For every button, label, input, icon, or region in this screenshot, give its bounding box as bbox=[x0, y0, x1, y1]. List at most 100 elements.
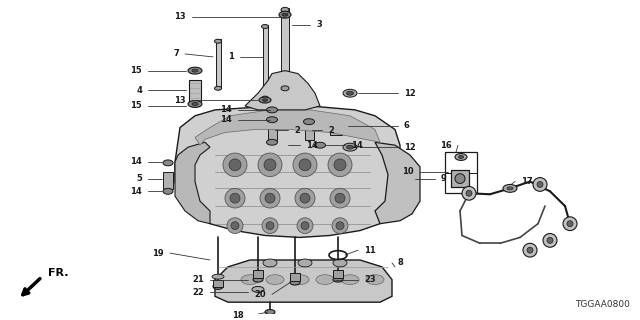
Ellipse shape bbox=[163, 188, 173, 194]
Bar bbox=[290, 273, 300, 281]
Circle shape bbox=[330, 188, 350, 208]
Text: 3: 3 bbox=[316, 20, 322, 29]
Ellipse shape bbox=[333, 259, 347, 267]
Bar bbox=[263, 25, 268, 98]
Circle shape bbox=[332, 218, 348, 234]
Circle shape bbox=[223, 153, 247, 177]
Circle shape bbox=[533, 178, 547, 191]
Ellipse shape bbox=[303, 119, 314, 124]
Ellipse shape bbox=[343, 89, 357, 97]
Circle shape bbox=[258, 153, 282, 177]
Ellipse shape bbox=[252, 286, 264, 292]
Ellipse shape bbox=[262, 25, 269, 28]
Text: 1: 1 bbox=[228, 52, 234, 61]
Text: 18: 18 bbox=[232, 311, 244, 320]
Circle shape bbox=[543, 234, 557, 247]
Polygon shape bbox=[175, 142, 210, 224]
Ellipse shape bbox=[214, 39, 221, 43]
Ellipse shape bbox=[366, 275, 384, 284]
Ellipse shape bbox=[316, 275, 334, 284]
Ellipse shape bbox=[259, 97, 271, 103]
Circle shape bbox=[335, 193, 345, 203]
Text: 12: 12 bbox=[404, 89, 416, 98]
Text: 21: 21 bbox=[192, 275, 204, 284]
Text: 14: 14 bbox=[220, 105, 232, 114]
Ellipse shape bbox=[341, 275, 359, 284]
Circle shape bbox=[527, 247, 533, 253]
Circle shape bbox=[334, 159, 346, 171]
Ellipse shape bbox=[263, 259, 277, 267]
Text: 7: 7 bbox=[173, 50, 179, 59]
Ellipse shape bbox=[262, 99, 268, 101]
Text: 12: 12 bbox=[404, 143, 416, 152]
Bar bbox=[163, 172, 173, 189]
Ellipse shape bbox=[458, 156, 463, 158]
Ellipse shape bbox=[262, 96, 269, 100]
Text: 14: 14 bbox=[220, 115, 232, 124]
Circle shape bbox=[266, 222, 274, 229]
Text: 5: 5 bbox=[136, 174, 142, 183]
Ellipse shape bbox=[241, 275, 259, 284]
Text: 13: 13 bbox=[174, 12, 186, 21]
Circle shape bbox=[537, 181, 543, 188]
Ellipse shape bbox=[266, 275, 284, 284]
Circle shape bbox=[299, 159, 311, 171]
Bar bbox=[213, 280, 223, 287]
Ellipse shape bbox=[213, 284, 223, 289]
Ellipse shape bbox=[507, 187, 513, 190]
Ellipse shape bbox=[503, 184, 517, 192]
Text: 15: 15 bbox=[131, 66, 142, 75]
Bar bbox=[253, 270, 263, 278]
Circle shape bbox=[301, 222, 309, 229]
Ellipse shape bbox=[188, 100, 202, 108]
Text: 14: 14 bbox=[131, 187, 142, 196]
Ellipse shape bbox=[212, 274, 224, 279]
Text: 14: 14 bbox=[351, 141, 363, 150]
Text: 11: 11 bbox=[364, 246, 376, 255]
Ellipse shape bbox=[188, 67, 202, 74]
Circle shape bbox=[264, 159, 276, 171]
Bar bbox=[333, 270, 343, 278]
Text: 22: 22 bbox=[192, 288, 204, 297]
Circle shape bbox=[523, 243, 537, 257]
Text: 20: 20 bbox=[254, 290, 266, 299]
Ellipse shape bbox=[281, 86, 289, 91]
Ellipse shape bbox=[265, 309, 275, 315]
Ellipse shape bbox=[279, 11, 291, 18]
Circle shape bbox=[262, 218, 278, 234]
Bar bbox=[330, 118, 342, 135]
Ellipse shape bbox=[266, 107, 278, 113]
Text: 9: 9 bbox=[441, 174, 447, 183]
Text: 15: 15 bbox=[131, 101, 142, 110]
Text: 6: 6 bbox=[404, 121, 410, 130]
Text: 2: 2 bbox=[294, 126, 300, 135]
Text: TGGAA0800: TGGAA0800 bbox=[575, 300, 630, 309]
Ellipse shape bbox=[163, 160, 173, 166]
Bar bbox=[268, 125, 277, 140]
Circle shape bbox=[230, 193, 240, 203]
Bar bbox=[445, 152, 477, 193]
Text: 23: 23 bbox=[364, 275, 376, 284]
Circle shape bbox=[231, 222, 239, 229]
Ellipse shape bbox=[346, 145, 353, 149]
Circle shape bbox=[229, 159, 241, 171]
Circle shape bbox=[295, 188, 315, 208]
Ellipse shape bbox=[253, 277, 263, 282]
Circle shape bbox=[563, 217, 577, 231]
Bar bbox=[216, 39, 221, 88]
Text: FR.: FR. bbox=[48, 268, 68, 278]
Polygon shape bbox=[245, 71, 320, 110]
Ellipse shape bbox=[282, 13, 288, 16]
Ellipse shape bbox=[333, 277, 343, 282]
Bar bbox=[281, 8, 289, 88]
Circle shape bbox=[265, 193, 275, 203]
Circle shape bbox=[336, 222, 344, 229]
Ellipse shape bbox=[298, 259, 312, 267]
Ellipse shape bbox=[266, 139, 278, 145]
Circle shape bbox=[455, 174, 465, 183]
Circle shape bbox=[260, 188, 280, 208]
Circle shape bbox=[547, 237, 553, 243]
Ellipse shape bbox=[266, 117, 278, 123]
Text: 16: 16 bbox=[440, 141, 452, 150]
Circle shape bbox=[293, 153, 317, 177]
